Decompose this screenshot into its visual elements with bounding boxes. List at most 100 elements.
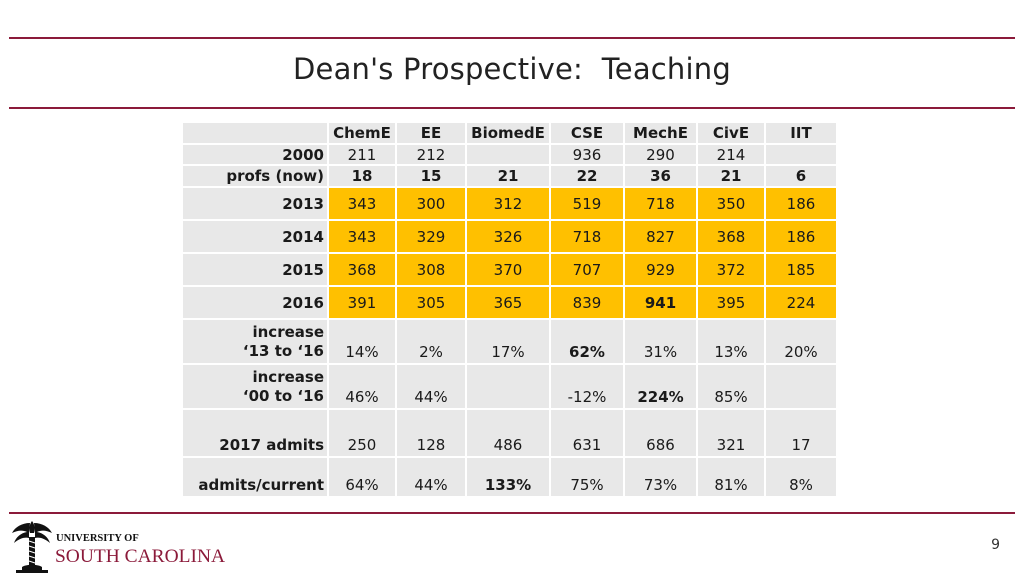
table-cell: 718 bbox=[625, 188, 696, 219]
row-label: increase ‘13 to ‘16 bbox=[183, 320, 327, 363]
table-cell: 368 bbox=[329, 254, 395, 285]
table-cell: 186 bbox=[766, 188, 836, 219]
table-cell: 46% bbox=[329, 365, 395, 408]
corner-cell bbox=[183, 123, 327, 143]
table-cell: 718 bbox=[551, 221, 623, 252]
table-cell: 250 bbox=[329, 410, 395, 456]
table-cell: 707 bbox=[551, 254, 623, 285]
table-cell bbox=[766, 365, 836, 408]
table-cell: 486 bbox=[467, 410, 549, 456]
table-cell: 343 bbox=[329, 221, 395, 252]
table-cell: 929 bbox=[625, 254, 696, 285]
col-header: IIT bbox=[766, 123, 836, 143]
table-cell: 372 bbox=[698, 254, 764, 285]
table-cell: 81% bbox=[698, 458, 764, 496]
table-cell bbox=[467, 145, 549, 164]
table-cell: 631 bbox=[551, 410, 623, 456]
table-cell: 212 bbox=[397, 145, 465, 164]
table-cell: 21 bbox=[698, 166, 764, 186]
table-cell: 839 bbox=[551, 287, 623, 318]
row-label-line: increase bbox=[252, 367, 324, 386]
table-cell: 85% bbox=[698, 365, 764, 408]
table-cell: 321 bbox=[698, 410, 764, 456]
table-row: increase ‘13 to ‘16 14% 2% 17% 62% 31% 13… bbox=[183, 320, 836, 363]
table-cell: 14% bbox=[329, 320, 395, 363]
table-cell: 686 bbox=[625, 410, 696, 456]
table-cell: 22 bbox=[551, 166, 623, 186]
table-cell: 343 bbox=[329, 188, 395, 219]
table-row: 2014 343 329 326 718 827 368 186 bbox=[183, 221, 836, 252]
table-row: 2000 211 212 936 290 214 bbox=[183, 145, 836, 164]
header-row: ChemE EE BiomedE CSE MechE CivE IIT bbox=[183, 123, 836, 143]
table-row: profs (now) 18 15 21 22 36 21 6 bbox=[183, 166, 836, 186]
university-logo: UNIVERSITY OF SOUTH CAROLINA bbox=[12, 521, 225, 573]
row-label: 2017 admits bbox=[183, 410, 327, 456]
row-label-line: ‘13 to ‘16 bbox=[242, 341, 324, 360]
table-cell: 2% bbox=[397, 320, 465, 363]
table-cell: 133% bbox=[467, 458, 549, 496]
col-header: CSE bbox=[551, 123, 623, 143]
row-label: increase ‘00 to ‘16 bbox=[183, 365, 327, 408]
table-cell: 391 bbox=[329, 287, 395, 318]
table-cell: 6 bbox=[766, 166, 836, 186]
row-label: profs (now) bbox=[183, 166, 327, 186]
table-cell: 214 bbox=[698, 145, 764, 164]
logo-text-line1: UNIVERSITY OF bbox=[56, 533, 139, 544]
table-row: increase ‘00 to ‘16 46% 44% -12% 224% 85% bbox=[183, 365, 836, 408]
table-cell: 224 bbox=[766, 287, 836, 318]
table-cell: 36 bbox=[625, 166, 696, 186]
table-cell: 128 bbox=[397, 410, 465, 456]
top-rule bbox=[9, 37, 1015, 39]
col-header: BiomedE bbox=[467, 123, 549, 143]
table-cell: 368 bbox=[698, 221, 764, 252]
table-cell: -12% bbox=[551, 365, 623, 408]
table-cell: 20% bbox=[766, 320, 836, 363]
table-cell: 936 bbox=[551, 145, 623, 164]
table-cell: 13% bbox=[698, 320, 764, 363]
table-cell: 21 bbox=[467, 166, 549, 186]
table-cell: 224% bbox=[625, 365, 696, 408]
table-cell: 64% bbox=[329, 458, 395, 496]
table-row: 2013 343 300 312 519 718 350 186 bbox=[183, 188, 836, 219]
table-cell bbox=[467, 365, 549, 408]
table-cell: 350 bbox=[698, 188, 764, 219]
table-cell: 300 bbox=[397, 188, 465, 219]
page-number: 9 bbox=[991, 537, 1000, 553]
row-label: 2000 bbox=[183, 145, 327, 164]
table-cell: 17 bbox=[766, 410, 836, 456]
table-cell: 290 bbox=[625, 145, 696, 164]
table-cell: 31% bbox=[625, 320, 696, 363]
table-cell: 395 bbox=[698, 287, 764, 318]
table-row: 2015 368 308 370 707 929 372 185 bbox=[183, 254, 836, 285]
table-cell: 308 bbox=[397, 254, 465, 285]
table-cell: 18 bbox=[329, 166, 395, 186]
footer-rule bbox=[9, 512, 1015, 514]
col-header: ChemE bbox=[329, 123, 395, 143]
teaching-table: ChemE EE BiomedE CSE MechE CivE IIT 2000… bbox=[181, 121, 838, 498]
row-label: 2016 bbox=[183, 287, 327, 318]
table-cell: 75% bbox=[551, 458, 623, 496]
row-label-line: increase bbox=[252, 322, 324, 341]
table-cell: 44% bbox=[397, 365, 465, 408]
table-cell: 73% bbox=[625, 458, 696, 496]
table-cell: 827 bbox=[625, 221, 696, 252]
row-label: 2014 bbox=[183, 221, 327, 252]
table-cell: 305 bbox=[397, 287, 465, 318]
table-cell: 370 bbox=[467, 254, 549, 285]
table-cell: 8% bbox=[766, 458, 836, 496]
table-cell: 326 bbox=[467, 221, 549, 252]
row-label: 2013 bbox=[183, 188, 327, 219]
table-cell: 17% bbox=[467, 320, 549, 363]
table-cell: 44% bbox=[397, 458, 465, 496]
table-cell: 329 bbox=[397, 221, 465, 252]
col-header: CivE bbox=[698, 123, 764, 143]
palmetto-tree-icon bbox=[12, 521, 52, 573]
table-row: 2016 391 305 365 839 941 395 224 bbox=[183, 287, 836, 318]
table-cell bbox=[766, 145, 836, 164]
table-cell: 365 bbox=[467, 287, 549, 318]
table-cell: 62% bbox=[551, 320, 623, 363]
table-cell: 15 bbox=[397, 166, 465, 186]
col-header: EE bbox=[397, 123, 465, 143]
table-cell: 186 bbox=[766, 221, 836, 252]
row-label: admits/current bbox=[183, 458, 327, 496]
